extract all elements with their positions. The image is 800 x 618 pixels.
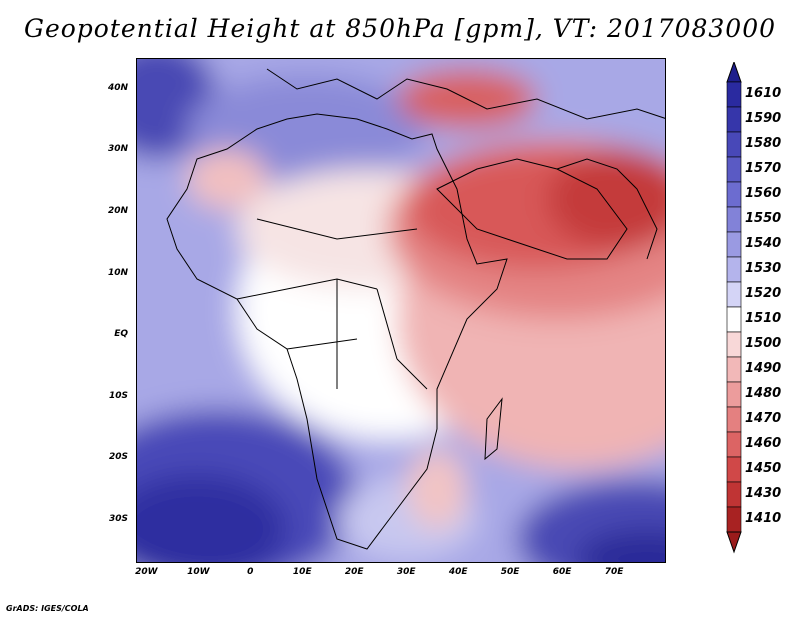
- y-tick-label: EQ: [114, 329, 128, 340]
- colorbar-top-arrow: [726, 60, 742, 83]
- x-tick-label: 20E: [344, 567, 364, 577]
- x-tick-label: 70E: [604, 567, 624, 577]
- colorbar-level-label: 1450: [745, 461, 782, 476]
- chart-title: Geopotential Height at 850hPa [gpm], VT:…: [23, 14, 777, 43]
- y-tick-label: 10N: [107, 267, 128, 278]
- colorbar-swatch: [726, 106, 742, 133]
- colorbar-level-label: 1520: [745, 286, 782, 301]
- x-tick-label: 10W: [187, 567, 210, 577]
- colorbar-level-label: 1470: [745, 411, 782, 426]
- y-tick-label: 30N: [107, 144, 128, 155]
- colorbar-swatch: [726, 356, 742, 383]
- x-tick-label: 0: [247, 567, 254, 577]
- colorbar-swatch: [726, 431, 742, 458]
- x-tick-label: 10E: [292, 567, 312, 577]
- colorbar-level-label: 1550: [745, 211, 782, 226]
- colorbar-level-label: 1460: [745, 436, 782, 451]
- colorbar-swatch: [726, 481, 742, 508]
- colorbar-level-label: 1490: [745, 361, 782, 376]
- map-plot-area: [136, 58, 666, 563]
- colorbar-bottom-arrow: [726, 531, 742, 554]
- colorbar-swatch: [726, 506, 742, 533]
- colorbar-swatch: [726, 331, 742, 358]
- colorbar-swatch: [726, 131, 742, 158]
- colorbar-swatch: [726, 231, 742, 258]
- colorbar-swatch: [726, 81, 742, 108]
- height-field: [137, 59, 665, 562]
- colorbar-level-label: 1480: [745, 386, 782, 401]
- colorbar-swatch: [726, 206, 742, 233]
- colorbar-swatch: [726, 256, 742, 283]
- colorbar-swatch: [726, 381, 742, 408]
- y-tick-label: 10S: [108, 390, 128, 401]
- colorbar-swatch: [726, 406, 742, 433]
- colorbar-swatch: [726, 456, 742, 483]
- x-tick-label: 60E: [552, 567, 572, 577]
- x-tick-label: 50E: [500, 567, 520, 577]
- colorbar-level-label: 1510: [745, 311, 782, 326]
- colorbar-swatch: [726, 181, 742, 208]
- y-tick-label: 20N: [107, 205, 128, 216]
- x-tick-label: 30E: [396, 567, 416, 577]
- colorbar-level-label: 1530: [745, 261, 782, 276]
- colorbar-swatch: [726, 306, 742, 333]
- colorbar-level-label: 1580: [745, 136, 782, 151]
- credit-text: GrADS: IGES/COLA: [6, 604, 89, 613]
- colorbar-swatch: [726, 281, 742, 308]
- colorbar-level-label: 1590: [745, 111, 782, 126]
- colorbar-swatch: [726, 156, 742, 183]
- africa-coastline: [166, 113, 628, 550]
- colorbar-level-label: 1500: [745, 336, 782, 351]
- madagascar-outline: [484, 397, 503, 461]
- colorbar-level-label: 1610: [745, 86, 782, 101]
- colorbar: [725, 60, 800, 558]
- x-tick-label: 20W: [135, 567, 158, 577]
- colorbar-level-label: 1570: [745, 161, 782, 176]
- y-tick-label: 30S: [108, 513, 128, 524]
- colorbar-level-label: 1560: [745, 186, 782, 201]
- colorbar-level-label: 1540: [745, 236, 782, 251]
- colorbar-level-label: 1430: [745, 486, 782, 501]
- x-tick-label: 40E: [448, 567, 468, 577]
- y-tick-label: 20S: [108, 452, 128, 463]
- y-tick-label: 40N: [107, 82, 128, 93]
- europe-asia-coastline: [266, 68, 665, 461]
- colorbar-level-label: 1410: [745, 511, 782, 526]
